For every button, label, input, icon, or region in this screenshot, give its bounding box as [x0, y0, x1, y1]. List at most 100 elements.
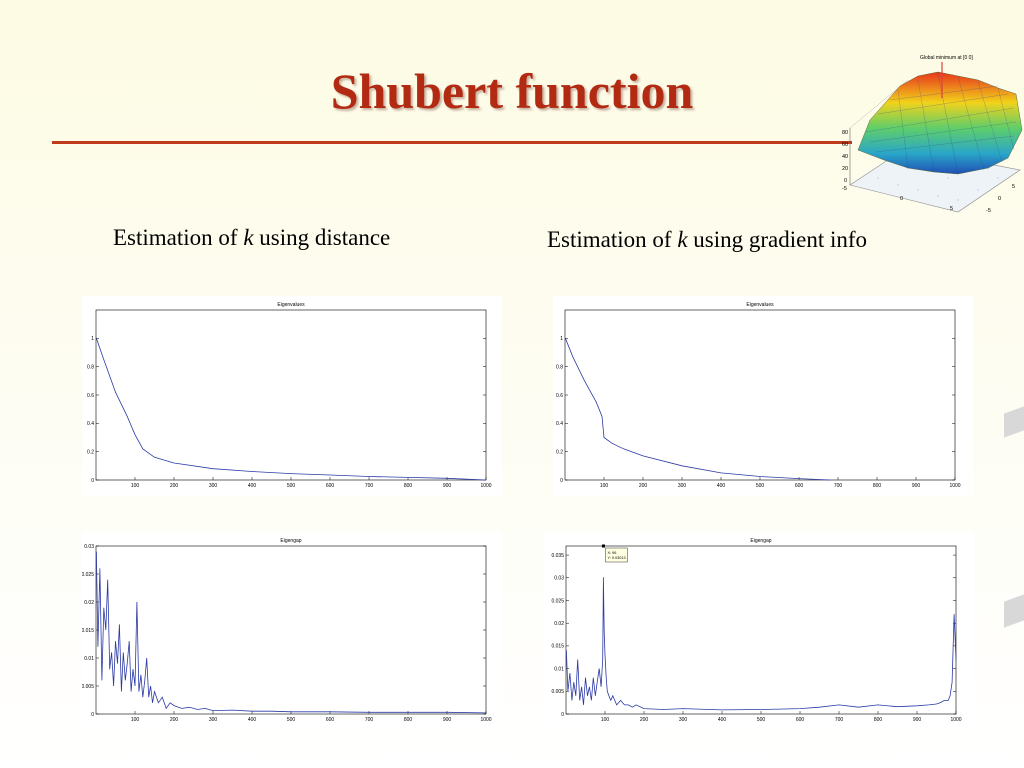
- thumbnail-ztick: 80: [842, 130, 848, 136]
- decorative-shape-top: [1004, 406, 1024, 438]
- chart-eigengap-gradient: Eigengap 100 200 300 400 500 600 700 800 900 1000 0…: [544, 532, 974, 730]
- chart-title: Eigengap: [280, 538, 301, 544]
- x-tick-label: 600: [326, 717, 335, 723]
- y-tick-label: 0.03: [84, 544, 94, 550]
- plot-frame: [565, 545, 957, 715]
- series-line: [96, 551, 487, 714]
- x-tick-label: 800: [874, 717, 883, 723]
- chart-eigenvalues-distance: Eigenvalues 100 200 300 400 500 600 700 800 900 10…: [82, 296, 502, 496]
- x-tick-label: 700: [365, 483, 374, 489]
- x-tick-label: 1000: [949, 483, 960, 489]
- thumbnail-ytick: 5: [1012, 184, 1015, 190]
- x-tick-label: 700: [834, 483, 843, 489]
- title-underline: [52, 141, 852, 144]
- y-tick-label: 0: [561, 712, 564, 718]
- y-tick-label: 0.4: [556, 421, 563, 427]
- chart-title: Eigenvalues: [277, 302, 305, 308]
- y-tick-label: 0.02: [84, 600, 94, 606]
- y-tick-label: 0.02: [554, 621, 564, 627]
- x-tick-label: 800: [873, 483, 882, 489]
- caption-suffix: using gradient info: [687, 227, 868, 252]
- y-tick-label: 0.015: [82, 628, 94, 634]
- y-tick-label: 1: [91, 336, 94, 342]
- caption-prefix: Estimation of: [113, 225, 244, 250]
- y-tick-label: 1: [560, 336, 563, 342]
- y-tick-label: 0.8: [87, 364, 94, 370]
- y-tick-label: 0.2: [87, 449, 94, 455]
- x-tick-label: 700: [835, 717, 844, 723]
- chart-svg: Eigengap 100 200 300 400 500 600 700 800 900 1000 0…: [81, 538, 491, 723]
- x-tick-label: 900: [913, 717, 922, 723]
- thumbnail-ytick: 0: [998, 196, 1001, 202]
- chart-eigenvalues-gradient: Eigenvalues 100 200 300 400 500 600 700 800 900 10…: [553, 296, 973, 496]
- x-tick-label: 1000: [480, 717, 491, 723]
- x-tick-label: 900: [443, 483, 452, 489]
- y-tick-label: 0: [91, 478, 94, 484]
- y-tick-label: 0.005: [551, 689, 564, 695]
- caption-prefix: Estimation of: [547, 227, 678, 252]
- y-tick-label: 0: [560, 478, 563, 484]
- series-line: [96, 338, 487, 481]
- plot-frame: [564, 309, 956, 481]
- series-line: [565, 338, 831, 481]
- thumbnail-ytick: -5: [986, 208, 991, 214]
- caption-gradient: Estimation of k using gradient info: [547, 227, 867, 253]
- x-tick-label: 300: [679, 717, 688, 723]
- x-tick-label: 300: [209, 483, 218, 489]
- x-tick-label: 400: [717, 483, 726, 489]
- x-tick-label: 100: [601, 717, 610, 723]
- thumbnail-ztick: 0: [844, 178, 847, 184]
- x-tick-label: 700: [365, 717, 374, 723]
- y-tick-label: 0.015: [551, 644, 564, 650]
- shubert-surface-thumbnail: Global minimum at [0 0] 80 60 40 20 0: [842, 55, 1023, 214]
- x-tick-label: 300: [209, 717, 218, 723]
- decorative-shape-bottom: [1004, 594, 1024, 628]
- y-tick-label: 0.03: [554, 576, 564, 582]
- y-tick-label: 0.025: [551, 598, 564, 604]
- caption-variable: k: [243, 225, 254, 250]
- y-tick-label: 0.01: [84, 656, 94, 662]
- x-tick-label: 400: [248, 483, 257, 489]
- y-tick-label: 0: [91, 712, 94, 718]
- caption-suffix: using distance: [253, 225, 391, 250]
- x-tick-label: 200: [170, 717, 179, 723]
- x-tick-label: 100: [131, 717, 140, 723]
- thumbnail-ztick: 40: [842, 154, 848, 160]
- x-tick-label: 100: [131, 483, 140, 489]
- datatip-y: Y: 0.03013: [607, 556, 625, 560]
- plot-frame: [95, 309, 487, 481]
- y-tick-label: 0.025: [82, 572, 94, 578]
- datatip-marker: [601, 544, 605, 548]
- x-tick-label: 200: [170, 483, 179, 489]
- x-tick-label: 600: [326, 483, 335, 489]
- x-tick-label: 200: [640, 717, 649, 723]
- x-tick-label: 1000: [480, 483, 491, 489]
- chart-svg: Eigengap 100 200 300 400 500 600 700 800 900 1000 0…: [551, 538, 961, 723]
- x-tick-label: 300: [678, 483, 687, 489]
- datatip-x: X: 96: [607, 551, 616, 555]
- y-tick-label: 0.6: [556, 393, 563, 399]
- x-tick-label: 400: [248, 717, 257, 723]
- series-line: [566, 577, 957, 711]
- chart-eigengap-distance: Eigengap 100 200 300 400 500 600 700 800 900 1000 0…: [81, 532, 502, 730]
- thumbnail-xtick: 0: [900, 196, 903, 202]
- y-tick-label: 0.4: [87, 421, 94, 427]
- caption-distance: Estimation of k using distance: [113, 225, 390, 251]
- x-tick-label: 500: [757, 717, 766, 723]
- x-tick-label: 100: [600, 483, 609, 489]
- y-tick-label: 0.6: [87, 393, 94, 399]
- thumbnail-ztick: -5: [842, 186, 847, 192]
- slide-title: Shubert function: [330, 63, 694, 119]
- x-tick-label: 900: [443, 717, 452, 723]
- caption-variable: k: [677, 227, 688, 252]
- chart-title: Eigengap: [750, 538, 771, 544]
- x-tick-label: 500: [756, 483, 765, 489]
- y-tick-label: 0.035: [551, 553, 564, 559]
- x-tick-label: 1000: [950, 717, 961, 723]
- datatip-box: [605, 547, 628, 563]
- x-tick-label: 600: [795, 483, 804, 489]
- thumbnail-xtick: 5: [950, 206, 953, 212]
- y-tick-label: 0.8: [556, 364, 563, 370]
